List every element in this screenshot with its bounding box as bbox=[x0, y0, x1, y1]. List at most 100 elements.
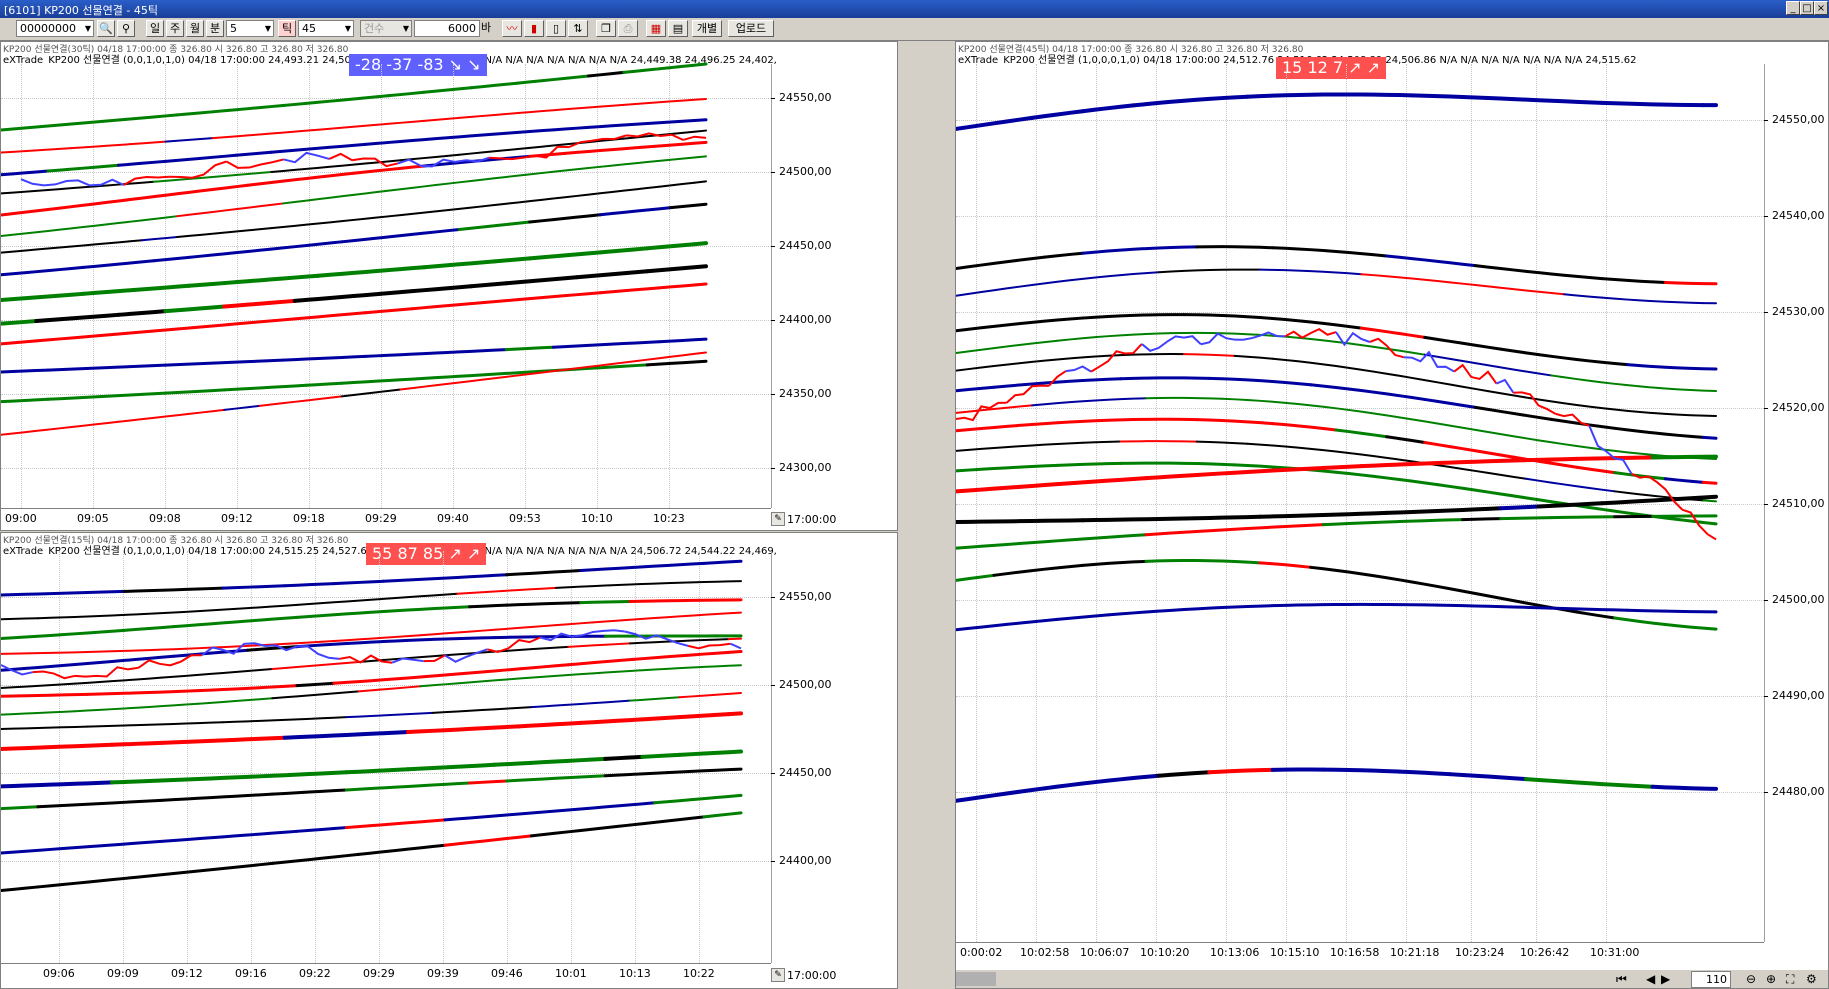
grid-line bbox=[1, 685, 771, 686]
period-minute-button[interactable]: 분 bbox=[206, 20, 224, 37]
edit-icon[interactable]: ✎ bbox=[771, 512, 785, 526]
toolbar: 00000000 🔍 ⚲ 일 주 월 분 5 틱 45 건수 6000 바 〰 … bbox=[0, 18, 1829, 41]
minute-dropdown[interactable]: 5 bbox=[226, 20, 274, 37]
grid-line bbox=[956, 312, 1764, 313]
indicator-line bbox=[110, 777, 176, 785]
indicator-line bbox=[1, 617, 39, 621]
indicator-line bbox=[468, 603, 509, 609]
grid-line bbox=[237, 64, 238, 508]
chart-scrollbar[interactable] bbox=[956, 970, 1828, 988]
indicator-line bbox=[956, 255, 1047, 271]
chart-panel-45tick[interactable]: KP200 선물연결(45틱) 04/18 17:00:00 종 326.80 … bbox=[955, 41, 1829, 989]
indicator-line bbox=[295, 610, 385, 619]
line-chart-icon[interactable]: 〰 bbox=[502, 20, 522, 37]
price-line bbox=[1335, 331, 1371, 347]
search-next-icon[interactable]: ⚲ bbox=[117, 20, 135, 37]
x-tick-label: 10:02:58 bbox=[1020, 946, 1070, 959]
grid-line bbox=[1286, 64, 1287, 942]
indicator-line bbox=[1449, 281, 1565, 296]
zoom-input[interactable]: 110 bbox=[1691, 971, 1731, 988]
period-week-button[interactable]: 주 bbox=[166, 20, 184, 37]
settings-icon[interactable]: ⚙ bbox=[1806, 972, 1817, 986]
edit-icon[interactable]: ✎ bbox=[771, 968, 785, 982]
grid-line bbox=[187, 551, 188, 963]
indicator-line bbox=[566, 801, 657, 812]
sort-icon[interactable]: ⇅ bbox=[568, 20, 588, 37]
indicator-line bbox=[81, 283, 191, 296]
scrollbar-thumb[interactable] bbox=[956, 972, 996, 986]
indicator-line bbox=[222, 298, 297, 309]
maximize-button[interactable]: □ bbox=[1800, 1, 1814, 15]
y-tick bbox=[771, 320, 775, 321]
indicator-line bbox=[406, 762, 497, 772]
indicator-line bbox=[110, 654, 176, 663]
fit-icon[interactable]: ⛶ bbox=[1786, 972, 1795, 986]
indicator-line bbox=[105, 219, 143, 226]
indicator-line bbox=[221, 829, 299, 839]
zoom-in-icon[interactable]: ⊕ bbox=[1766, 972, 1777, 986]
indicator-line bbox=[555, 584, 619, 589]
indicator-line bbox=[270, 215, 390, 230]
indicator-line bbox=[1423, 441, 1515, 459]
indicator-line bbox=[587, 70, 626, 78]
grid-line bbox=[309, 64, 310, 508]
search-icon[interactable]: 🔍 bbox=[97, 20, 115, 37]
bar-chart-icon[interactable]: ▮ bbox=[524, 20, 544, 37]
zoom-out-icon[interactable]: ⊖ bbox=[1746, 972, 1757, 986]
price-line bbox=[1200, 332, 1244, 346]
period-month-button[interactable]: 월 bbox=[186, 20, 204, 37]
count-dropdown[interactable]: 건수 bbox=[360, 20, 412, 37]
indicator-line bbox=[271, 661, 360, 671]
grid-line bbox=[1406, 64, 1407, 942]
code-dropdown[interactable]: 00000000 bbox=[16, 20, 94, 37]
indicator-line bbox=[1511, 97, 1604, 105]
print-icon[interactable]: ⎙ bbox=[618, 20, 638, 37]
close-button[interactable]: × bbox=[1814, 1, 1828, 15]
indicator-line bbox=[956, 283, 1033, 297]
next-icon[interactable]: ▶ bbox=[1661, 972, 1671, 986]
y-tick bbox=[1764, 600, 1768, 601]
copy-icon[interactable]: ❐ bbox=[596, 20, 616, 37]
minimize-button[interactable]: _ bbox=[1786, 1, 1800, 15]
indicator-line bbox=[1043, 251, 1085, 259]
upload-button[interactable]: 업로드 bbox=[728, 20, 774, 37]
indicator-line bbox=[160, 668, 274, 679]
period-day-button[interactable]: 일 bbox=[146, 20, 164, 37]
price-info: KP200 선물연결(45틱) 04/18 17:00:00 종 326.80 … bbox=[958, 45, 1304, 55]
indicator-line bbox=[307, 770, 349, 777]
indicator-line bbox=[1271, 246, 1389, 258]
indicator-line bbox=[357, 658, 397, 664]
indicator-line bbox=[1335, 340, 1375, 348]
indicator-line bbox=[128, 183, 250, 202]
indicator-line bbox=[1334, 428, 1389, 439]
grid-line bbox=[1, 246, 771, 247]
indicator-line bbox=[1473, 264, 1604, 281]
indicator-line bbox=[1, 659, 114, 672]
indicator-line bbox=[1, 169, 50, 177]
chart-panel-15tick[interactable]: KP200 선물연결(15틱) 04/18 17:00:00 종 326.80 … bbox=[0, 532, 898, 989]
indicator-line bbox=[1207, 767, 1275, 775]
tick-dropdown[interactable]: 45 bbox=[298, 20, 354, 37]
indicator-line bbox=[86, 722, 175, 728]
chart-panel-30tick[interactable]: KP200 선물연결(30틱) 04/18 17:00:00 종 326.80 … bbox=[0, 41, 898, 531]
first-icon[interactable]: ⏮ bbox=[1616, 972, 1627, 986]
indicator-line bbox=[37, 615, 89, 620]
indicator-line bbox=[293, 311, 367, 321]
indicator-line bbox=[1081, 533, 1148, 541]
count-input[interactable]: 6000 bbox=[414, 20, 480, 37]
indicator-line bbox=[270, 852, 361, 865]
grid-chart-icon[interactable]: ▦ bbox=[646, 20, 666, 37]
indicator-line bbox=[956, 518, 1085, 524]
tick-button[interactable]: 틱 bbox=[278, 20, 296, 37]
indicator-icon[interactable]: ▯ bbox=[546, 20, 566, 37]
individual-button[interactable]: 개별 bbox=[692, 20, 722, 37]
indicator-line bbox=[295, 681, 336, 688]
x-tick-label: 10:23:24 bbox=[1455, 946, 1505, 959]
panel-splitter[interactable] bbox=[898, 41, 955, 989]
prev-icon[interactable]: ◀ bbox=[1646, 972, 1656, 986]
table-icon[interactable]: ▤ bbox=[668, 20, 688, 37]
indicator-line bbox=[446, 370, 532, 379]
indicator-line bbox=[234, 640, 323, 648]
indicator-line bbox=[295, 826, 348, 833]
indicator-line bbox=[443, 834, 533, 847]
